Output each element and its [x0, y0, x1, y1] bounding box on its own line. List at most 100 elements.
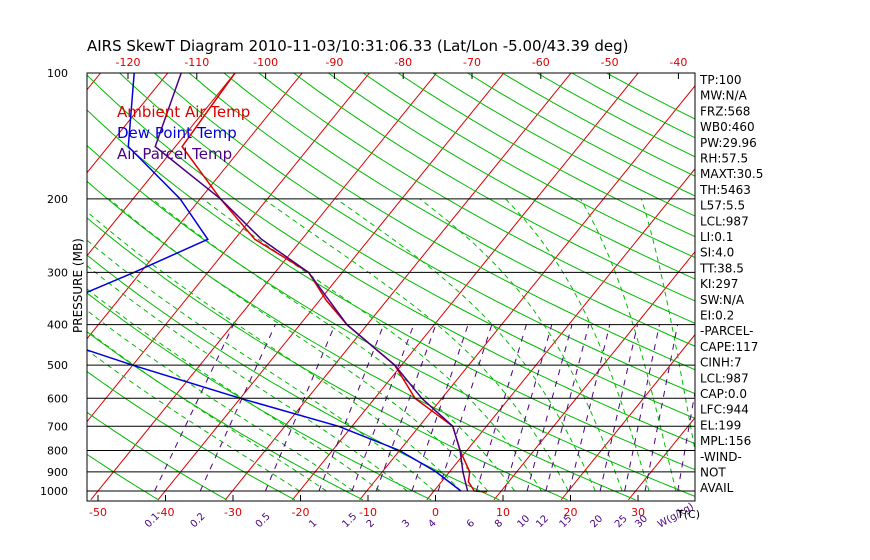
bottom-temp-tick-label: -30: [224, 506, 242, 519]
dry-adiabat-line: [432, 73, 695, 217]
index-line: LCL:987: [700, 371, 749, 385]
index-line: TT:38.5: [699, 261, 744, 275]
pressure-tick-label: 200: [47, 193, 68, 206]
top-temp-tick-label: -120: [116, 56, 141, 69]
index-line: TH:5463: [699, 183, 751, 197]
moist-adiabat-line: [87, 239, 435, 492]
bottom-temp-tick-label: 10: [496, 506, 510, 519]
index-line: KI:297: [700, 277, 738, 291]
dry-adiabat-line: [87, 453, 159, 501]
index-line: LFC:944: [700, 403, 749, 417]
index-line: MW:N/A: [700, 89, 748, 103]
pressure-tick-label: 800: [47, 444, 68, 457]
isotherm-line: [763, 64, 870, 500]
isotherm-line: [224, 73, 572, 501]
index-line: -WIND-: [700, 450, 742, 464]
mixing-ratio-line: [318, 324, 385, 492]
bottom-temp-tick-label: -40: [157, 506, 175, 519]
index-line: CINH:7: [700, 356, 742, 370]
mixing-ratio-tick-label: 8: [493, 518, 505, 530]
mixing-ratio-line: [526, 324, 573, 492]
mixing-ratio-tick-label: 1.5: [340, 511, 359, 530]
dry-adiabat-line: [502, 73, 695, 177]
legend-entry: Ambient Air Temp: [117, 103, 250, 121]
isotherm-line: [830, 64, 870, 500]
mixing-ratio-tick-label: 12: [534, 513, 551, 530]
dry-adiabat-line: [154, 73, 695, 395]
dry-adiabat-line: [293, 73, 695, 302]
dry-adiabat-line: [87, 370, 296, 501]
mixing-ratio-tick-label: 2: [365, 518, 377, 530]
isotherm-line: [87, 73, 303, 340]
index-line: MAXT:30.5: [700, 167, 763, 181]
dry-adiabat-line: [467, 73, 695, 197]
pressure-tick-label: 500: [47, 359, 68, 372]
dry-adiabat-line: [87, 74, 695, 445]
index-line: CAP:0.0: [700, 387, 747, 401]
mixing-ratio-line: [624, 324, 660, 492]
profile-air-parcel-temp: [154, 73, 469, 492]
mixing-ratio-line: [545, 324, 590, 492]
mixing-ratio-line: [437, 324, 493, 492]
dry-adiabat-line: [119, 73, 695, 419]
top-temp-tick-label: -90: [325, 56, 343, 69]
pressure-tick-label: 300: [47, 266, 68, 279]
isotherm-line: [87, 73, 102, 91]
mixing-ratio-tick-label: 0.5: [254, 511, 273, 530]
pressure-tick-label: 400: [47, 319, 68, 332]
mixing-ratio-line: [568, 324, 611, 492]
pressure-tick-label: 100: [47, 67, 68, 80]
index-line: TP:100: [699, 73, 742, 87]
mixing-ratio-line: [644, 324, 679, 492]
mixing-ratio-line: [375, 324, 437, 492]
pressure-tick-label: 1000: [40, 485, 68, 498]
moist-adiabat-line: [505, 198, 650, 492]
top-temp-tick-label: -40: [669, 56, 687, 69]
mixing-ratio-line: [475, 324, 527, 492]
top-temp-tick-label: -100: [253, 56, 278, 69]
dry-adiabat-line: [87, 254, 500, 501]
index-line: PW:29.96: [700, 136, 757, 150]
y-axis-label: PRESSURE (MB): [71, 238, 85, 333]
index-line: L57:5.5: [700, 199, 745, 213]
dry-adiabat-line: [258, 73, 695, 324]
index-line: -PARCEL-: [700, 324, 754, 338]
dry-adiabat-line: [223, 73, 695, 347]
moist-adiabat-line: [263, 198, 569, 492]
moist-adiabat-line: [335, 198, 596, 492]
isotherm-line: [493, 250, 695, 501]
dry-adiabat-line: [87, 144, 695, 497]
index-line: FRZ:568: [700, 104, 750, 118]
pressure-tick-label: 700: [47, 420, 68, 433]
dry-adiabat-line: [328, 73, 695, 280]
bottom-temp-tick-label: 30: [631, 506, 645, 519]
dry-adiabat-line: [188, 73, 695, 371]
index-line: WB0:460: [700, 120, 755, 134]
bottom-temp-tick-label: 20: [564, 506, 578, 519]
index-line: RH:57.5: [700, 152, 748, 166]
mixing-ratio-line: [154, 324, 234, 492]
bottom-temp-tick-label: -10: [359, 506, 377, 519]
top-temp-tick-label: -60: [532, 56, 550, 69]
legend-entry: Air Parcel Temp: [117, 145, 232, 163]
mixing-ratio-tick-label: 25: [613, 513, 630, 530]
mixing-ratio-line: [351, 324, 415, 492]
top-temp-tick-label: -110: [184, 56, 209, 69]
isotherm-line: [359, 85, 695, 501]
isotherm-line: [157, 73, 505, 501]
chart-title: AIRS SkewT Diagram 2010-11-03/10:31:06.3…: [87, 37, 628, 55]
mixing-ratio-tick-label: 6: [465, 518, 477, 530]
index-line: AVAIL: [700, 481, 734, 495]
mixing-ratio-line: [411, 324, 469, 492]
index-line: LCL:987: [700, 214, 749, 228]
index-line: SI:4.0: [700, 246, 734, 260]
dry-adiabat-line: [87, 109, 695, 471]
isotherm-line: [292, 73, 639, 501]
dry-adiabat-line: [87, 411, 227, 501]
index-line: EI:0.2: [700, 309, 734, 323]
dry-adiabat-line: [87, 217, 568, 501]
bottom-temp-tick-label: 0: [432, 506, 439, 519]
isotherm-line: [560, 333, 695, 501]
